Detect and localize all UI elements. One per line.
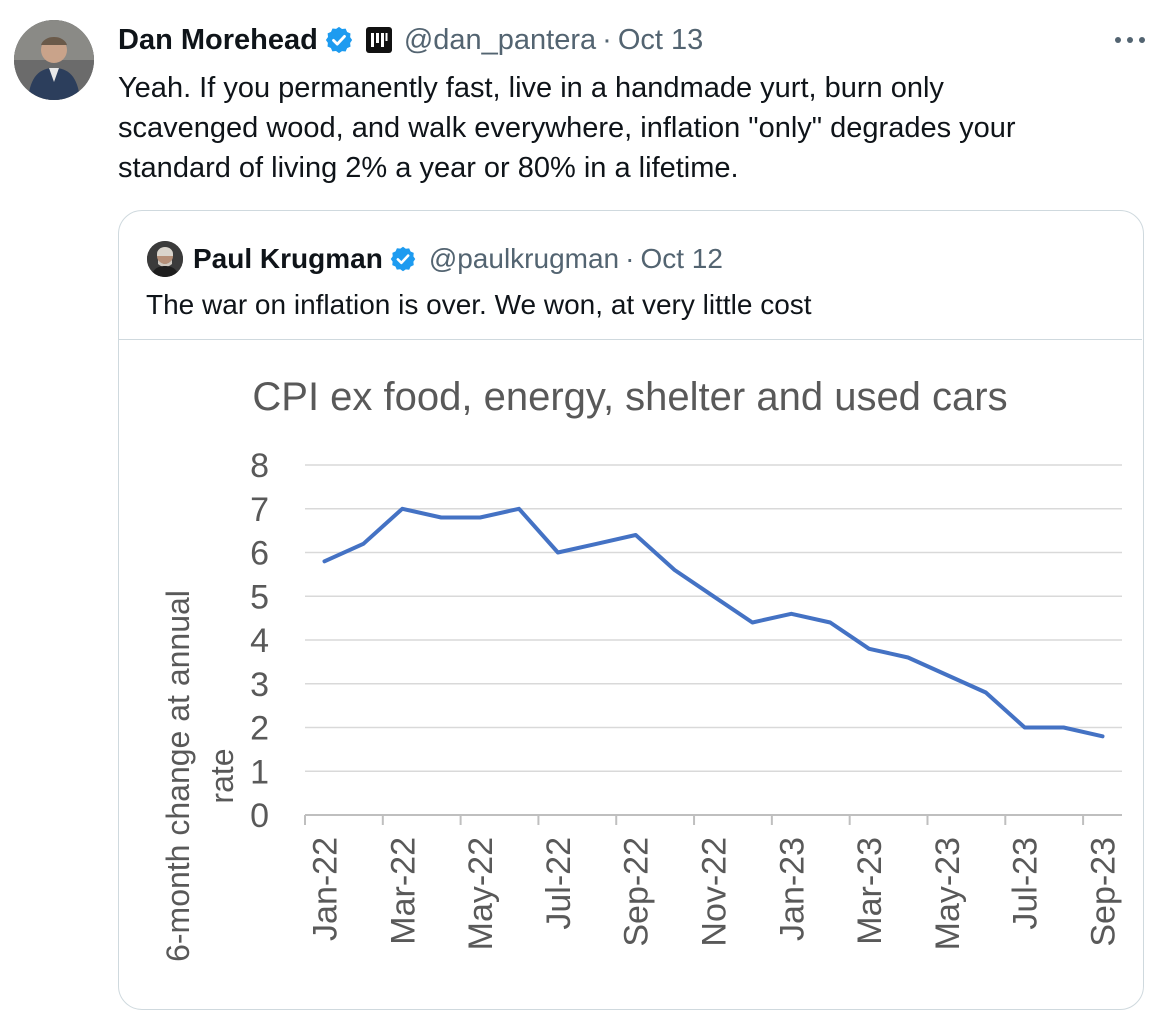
separator-dot: · xyxy=(625,243,634,275)
quoted-avatar-image xyxy=(147,241,183,277)
author-avatar[interactable] xyxy=(14,20,94,100)
verified-badge-icon xyxy=(324,25,354,55)
y-tick-label: 7 xyxy=(250,491,269,529)
x-tick-label: Mar-23 xyxy=(851,837,889,945)
y-axis-label: 6-month change at annual rate xyxy=(160,590,240,962)
x-tick-label: Jul-23 xyxy=(1007,837,1045,930)
quoted-author-name[interactable]: Paul Krugman xyxy=(193,243,383,275)
x-tick-label: May-22 xyxy=(462,837,500,950)
quoted-author-handle[interactable]: @paulkrugman xyxy=(429,243,619,275)
tweet-header: Dan Morehead @dan_pantera · Oct 13 xyxy=(118,22,703,58)
y-tick-label: 5 xyxy=(250,578,269,616)
gridlines xyxy=(305,465,1122,815)
chart-image[interactable]: CPI ex food, energy, shelter and used ca… xyxy=(119,339,1142,1009)
y-tick-label: 1 xyxy=(250,753,269,791)
tweet-text-line: Yeah. If you permanently fast, live in a… xyxy=(118,68,1138,108)
y-tick-label: 0 xyxy=(250,797,269,835)
x-tick-label: Nov-22 xyxy=(696,837,734,947)
y-tick-labels: 0 1 2 3 4 5 6 7 8 xyxy=(250,447,269,835)
pantera-logo-icon[interactable] xyxy=(366,27,392,53)
quoted-tweet-header: Paul Krugman @paulkrugman · Oct 12 xyxy=(193,241,723,277)
quoted-tweet-text: The war on inflation is over. We won, at… xyxy=(146,287,812,323)
cpi-line-chart: CPI ex food, energy, shelter and used ca… xyxy=(119,340,1142,1009)
tweet-text-line: scavenged wood, and walk everywhere, inf… xyxy=(118,108,1138,148)
tweet-date[interactable]: Oct 13 xyxy=(618,24,703,57)
y-tick-label: 3 xyxy=(250,666,269,704)
author-handle[interactable]: @dan_pantera xyxy=(404,24,596,57)
x-tick-label: Jul-22 xyxy=(540,837,578,930)
y-tick-label: 6 xyxy=(250,535,269,573)
chart-title: CPI ex food, energy, shelter and used ca… xyxy=(252,375,1007,419)
y-tick-label: 4 xyxy=(250,622,269,660)
tweet-text: Yeah. If you permanently fast, live in a… xyxy=(118,68,1138,188)
x-tick-labels: Jan-22 Mar-22 May-22 Jul-22 Sep-22 Nov-22 Jan-… xyxy=(305,815,1123,950)
quoted-tweet-card[interactable]: Paul Krugman @paulkrugman · Oct 12 The w… xyxy=(118,210,1144,1010)
x-tick-label: Jan-22 xyxy=(306,837,344,941)
y-axis-label-line: 6-month change at annual xyxy=(160,590,196,962)
verified-badge-icon xyxy=(389,245,417,273)
y-tick-label: 8 xyxy=(250,447,269,485)
more-dots-icon[interactable] xyxy=(1108,22,1152,58)
series-line xyxy=(325,509,1103,737)
x-tick-label: May-23 xyxy=(929,837,967,950)
quoted-author-avatar[interactable] xyxy=(147,241,183,277)
x-tick-label: Sep-23 xyxy=(1085,837,1123,947)
separator-dot: · xyxy=(602,24,612,57)
author-avatar-image xyxy=(14,20,94,100)
author-name[interactable]: Dan Morehead xyxy=(118,24,318,57)
x-tick-label: Mar-22 xyxy=(384,837,422,945)
x-tick-label: Jan-23 xyxy=(773,837,811,941)
y-axis-label-line: rate xyxy=(204,748,240,803)
tweet-text-line: standard of living 2% a year or 80% in a… xyxy=(118,148,1138,188)
y-tick-label: 2 xyxy=(250,710,269,748)
quoted-tweet-date[interactable]: Oct 12 xyxy=(640,243,722,275)
x-tick-label: Sep-22 xyxy=(618,837,656,947)
series-layer xyxy=(324,509,1102,737)
